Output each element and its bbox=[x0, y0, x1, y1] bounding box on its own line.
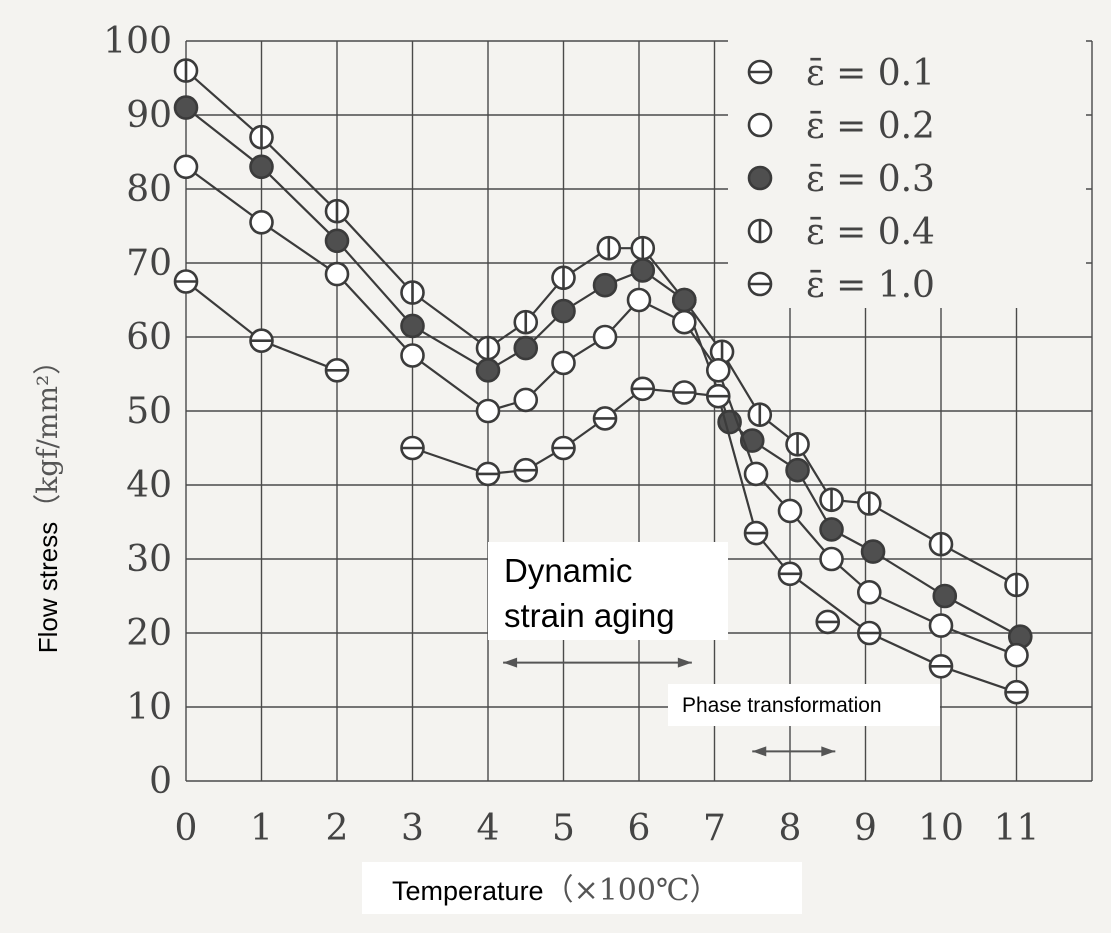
legend-label: ε̄ = 0.2 bbox=[806, 106, 935, 147]
y-tick-label: 30 bbox=[126, 539, 172, 580]
y-axis-title: Flow stress（kgf/mm²） bbox=[31, 347, 64, 653]
data-point bbox=[856, 579, 882, 605]
data-point bbox=[671, 309, 697, 335]
y-axis-label: Flow stress bbox=[33, 522, 63, 653]
data-point bbox=[860, 539, 886, 564]
data-point bbox=[777, 498, 803, 524]
y-tick-label: 50 bbox=[126, 391, 172, 432]
data-point bbox=[819, 517, 844, 542]
x-tick-label: 3 bbox=[401, 808, 424, 849]
series-group bbox=[173, 154, 1029, 668]
legend-label: ε̄ = 0.4 bbox=[806, 212, 935, 253]
x-axis-title: Temperature（×100℃） bbox=[392, 873, 720, 908]
data-point bbox=[630, 258, 656, 283]
legend-marker bbox=[747, 165, 773, 191]
x-tick-label: 1 bbox=[250, 808, 273, 849]
x-axis-unit: （×100℃） bbox=[544, 873, 720, 908]
x-tick-label: 7 bbox=[703, 808, 726, 849]
x-tick-label: 10 bbox=[918, 808, 964, 849]
y-axis-unit: （kgf/mm²） bbox=[31, 347, 64, 522]
x-tick-label: 0 bbox=[175, 808, 198, 849]
y-tick-label: 80 bbox=[126, 169, 172, 210]
arrow-head-left bbox=[503, 657, 518, 668]
x-tick-label: 4 bbox=[477, 808, 500, 849]
data-point bbox=[743, 461, 769, 487]
legend: ε̄ = 0.1 ε̄ = 0.2 ε̄ = 0.3 ε̄ = 0.4 ε̄ = 1.0 bbox=[728, 40, 1086, 308]
legend-marker bbox=[747, 112, 773, 138]
data-point bbox=[592, 324, 618, 350]
data-point bbox=[626, 287, 652, 313]
data-point bbox=[324, 228, 350, 254]
series-group bbox=[173, 269, 350, 383]
legend-label: ε̄ = 1.0 bbox=[806, 265, 935, 306]
data-point bbox=[551, 350, 576, 376]
annotation-dynamic-strain-aging: Dynamic bbox=[504, 552, 632, 589]
arrow-phase-transformation bbox=[752, 746, 836, 757]
data-point bbox=[475, 398, 501, 424]
arrow-head-right bbox=[821, 746, 836, 757]
y-tick-label: 10 bbox=[126, 687, 172, 728]
series-group bbox=[400, 376, 1029, 705]
y-tick-label: 90 bbox=[126, 95, 172, 136]
y-tick-label: 0 bbox=[149, 761, 172, 802]
data-point bbox=[785, 457, 810, 483]
x-tick-label: 11 bbox=[994, 808, 1040, 849]
arrow-head-left bbox=[752, 746, 767, 757]
data-point bbox=[475, 357, 501, 383]
x-tick-label: 6 bbox=[628, 808, 651, 849]
arrow-head-right bbox=[677, 657, 692, 668]
data-point bbox=[819, 546, 844, 572]
data-point bbox=[513, 335, 539, 361]
data-point bbox=[400, 343, 425, 368]
y-tick-labels: 0 10 20 30 40 50 60 70 80 90 100 bbox=[103, 21, 172, 802]
legend-label: ε̄ = 0.1 bbox=[806, 53, 935, 94]
data-series bbox=[173, 58, 1033, 705]
y-tick-label: 60 bbox=[126, 317, 172, 358]
y-tick-label: 20 bbox=[126, 613, 172, 654]
annotation-background bbox=[668, 684, 940, 726]
annotation-background bbox=[488, 542, 728, 640]
y-tick-label: 40 bbox=[126, 465, 172, 506]
annotation-dynamic-strain-aging: strain aging bbox=[504, 597, 675, 634]
series-group bbox=[173, 95, 1033, 650]
annotation-phase-transformation: Phase transformation bbox=[682, 694, 882, 717]
data-point bbox=[324, 261, 350, 287]
annotations: Dynamic strain aging Phase transformation bbox=[488, 542, 940, 757]
data-point bbox=[592, 272, 618, 298]
data-point bbox=[705, 357, 731, 383]
data-point bbox=[932, 583, 958, 609]
data-point bbox=[249, 210, 274, 235]
y-tick-label: 100 bbox=[103, 21, 172, 62]
legend-label: ε̄ = 0.3 bbox=[806, 159, 935, 200]
x-tick-labels: 0 1 2 3 4 5 6 7 8 9 10 11 bbox=[175, 808, 1040, 849]
data-point bbox=[173, 95, 199, 120]
x-tick-label: 8 bbox=[779, 808, 802, 849]
series-group bbox=[815, 609, 841, 635]
x-tick-label: 9 bbox=[854, 808, 877, 849]
data-point bbox=[400, 313, 425, 339]
data-point bbox=[928, 613, 954, 638]
x-axis-label: Temperature bbox=[392, 876, 544, 906]
data-point bbox=[173, 154, 199, 180]
data-point bbox=[513, 387, 539, 413]
x-axis-title-background bbox=[362, 862, 802, 914]
data-point bbox=[1004, 642, 1029, 668]
data-point bbox=[249, 154, 274, 180]
legend-box bbox=[728, 40, 1086, 308]
data-point bbox=[551, 298, 576, 324]
arrow-dynamic-strain-aging bbox=[503, 657, 692, 668]
y-tick-label: 70 bbox=[126, 243, 172, 284]
x-tick-label: 2 bbox=[326, 808, 349, 849]
data-point bbox=[671, 287, 697, 313]
x-tick-label: 5 bbox=[552, 808, 575, 849]
